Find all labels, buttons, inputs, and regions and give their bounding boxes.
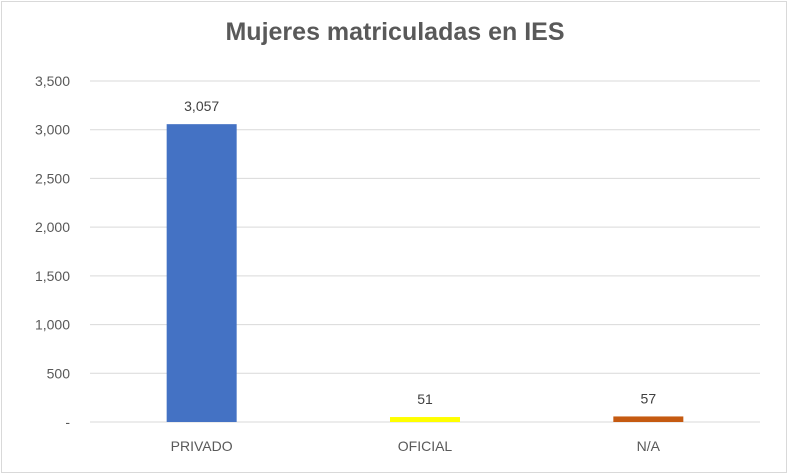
bar [166, 124, 237, 422]
y-tick-label: 500 [47, 365, 71, 381]
x-category-label: N/A [637, 438, 661, 454]
y-tick-label: 3,500 [35, 73, 70, 89]
data-label: 57 [641, 390, 657, 406]
x-category-label: PRIVADO [171, 438, 233, 454]
data-label: 3,057 [184, 98, 219, 114]
y-tick-label: 1,500 [35, 268, 70, 284]
y-tick-label: 2,000 [35, 219, 70, 235]
bar [390, 417, 460, 422]
y-tick-label: 1,000 [35, 317, 70, 333]
chart-title: Mujeres matriculadas en IES [225, 18, 565, 46]
y-tick-label: 3,000 [35, 122, 70, 138]
y-tick-label: 2,500 [35, 170, 70, 186]
y-tick-label: - [65, 414, 70, 430]
x-category-label: OFICIAL [398, 438, 453, 454]
bar [613, 416, 684, 422]
data-label: 51 [417, 391, 433, 407]
